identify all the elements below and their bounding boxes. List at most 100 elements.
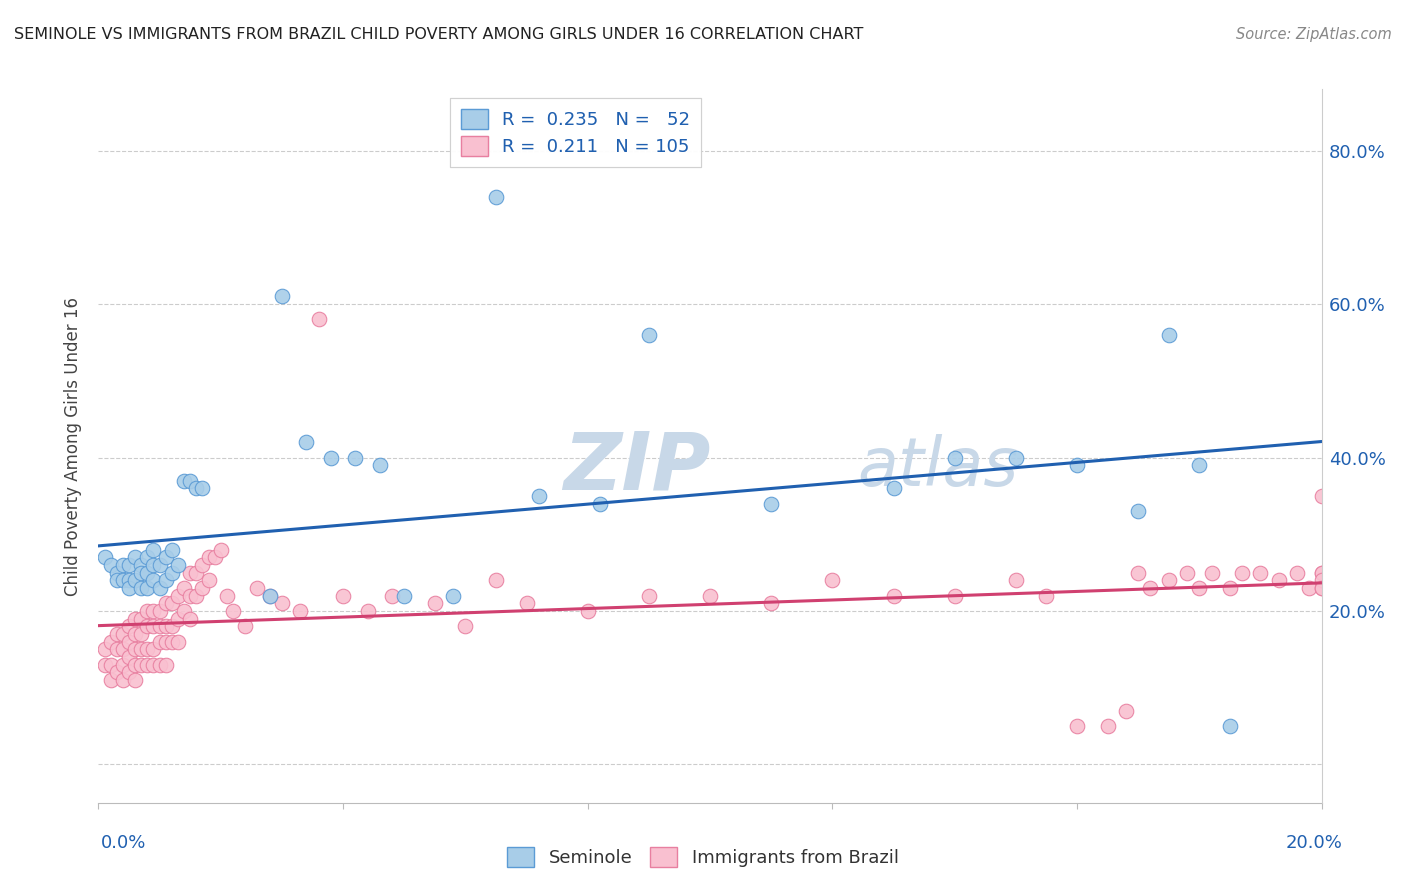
- Point: [527, 489, 550, 503]
- Point: [259, 589, 281, 603]
- Point: [1128, 566, 1150, 580]
- Point: [105, 642, 128, 657]
- Point: [136, 604, 159, 618]
- Point: [149, 619, 172, 633]
- Point: [1157, 574, 1180, 588]
- Point: [129, 657, 152, 672]
- Point: [1286, 566, 1309, 580]
- Point: [943, 450, 966, 465]
- Point: [392, 589, 416, 603]
- Point: [368, 458, 391, 473]
- Point: [344, 450, 367, 465]
- Point: [1004, 450, 1026, 465]
- Point: [576, 604, 599, 618]
- Point: [454, 619, 477, 633]
- Point: [270, 289, 292, 303]
- Point: [290, 604, 312, 618]
- Point: [1188, 458, 1211, 473]
- Point: [129, 627, 152, 641]
- Point: [1115, 704, 1137, 718]
- Point: [1219, 719, 1241, 733]
- Point: [1310, 581, 1333, 595]
- Point: [100, 657, 122, 672]
- Point: [124, 550, 146, 565]
- Point: [197, 574, 219, 588]
- Point: [142, 619, 165, 633]
- Point: [1268, 574, 1291, 588]
- Point: [179, 612, 201, 626]
- Point: [699, 589, 721, 603]
- Point: [441, 589, 464, 603]
- Point: [883, 589, 905, 603]
- Point: [173, 604, 195, 618]
- Point: [105, 574, 128, 588]
- Point: [233, 619, 256, 633]
- Point: [155, 634, 177, 648]
- Point: [1298, 581, 1320, 595]
- Point: [149, 604, 172, 618]
- Point: [155, 596, 177, 610]
- Text: 0.0%: 0.0%: [101, 834, 146, 852]
- Point: [1004, 574, 1026, 588]
- Point: [118, 581, 141, 595]
- Point: [197, 550, 219, 565]
- Point: [1230, 566, 1253, 580]
- Point: [136, 566, 159, 580]
- Point: [100, 673, 122, 687]
- Point: [160, 634, 183, 648]
- Text: 20.0%: 20.0%: [1286, 834, 1343, 852]
- Point: [142, 574, 165, 588]
- Point: [136, 581, 159, 595]
- Point: [105, 566, 128, 580]
- Point: [637, 589, 661, 603]
- Point: [1097, 719, 1119, 733]
- Point: [167, 634, 190, 648]
- Point: [1310, 574, 1333, 588]
- Point: [1310, 566, 1333, 580]
- Point: [142, 542, 165, 557]
- Point: [883, 481, 905, 495]
- Point: [516, 596, 538, 610]
- Point: [308, 312, 330, 326]
- Point: [124, 574, 146, 588]
- Point: [142, 657, 165, 672]
- Point: [136, 619, 159, 633]
- Point: [155, 619, 177, 633]
- Point: [209, 542, 232, 557]
- Point: [167, 558, 190, 572]
- Point: [149, 581, 172, 595]
- Point: [1310, 489, 1333, 503]
- Point: [93, 550, 115, 565]
- Point: [136, 642, 159, 657]
- Point: [111, 657, 134, 672]
- Point: [100, 634, 122, 648]
- Point: [186, 481, 208, 495]
- Point: [1188, 581, 1211, 595]
- Point: [118, 634, 141, 648]
- Point: [167, 589, 190, 603]
- Point: [155, 657, 177, 672]
- Point: [111, 574, 134, 588]
- Point: [1066, 719, 1088, 733]
- Point: [100, 558, 122, 572]
- Point: [129, 642, 152, 657]
- Legend: R =  0.235   N =   52, R =  0.211   N = 105: R = 0.235 N = 52, R = 0.211 N = 105: [450, 98, 702, 167]
- Point: [155, 550, 177, 565]
- Point: [149, 558, 172, 572]
- Point: [1310, 581, 1333, 595]
- Point: [129, 612, 152, 626]
- Point: [160, 596, 183, 610]
- Point: [124, 657, 146, 672]
- Point: [191, 481, 214, 495]
- Point: [124, 612, 146, 626]
- Point: [105, 627, 128, 641]
- Legend: Seminole, Immigrants from Brazil: Seminole, Immigrants from Brazil: [501, 839, 905, 874]
- Point: [1310, 566, 1333, 580]
- Point: [821, 574, 844, 588]
- Point: [637, 327, 661, 342]
- Point: [191, 558, 214, 572]
- Point: [222, 604, 245, 618]
- Point: [1157, 327, 1180, 342]
- Point: [215, 589, 238, 603]
- Point: [179, 589, 201, 603]
